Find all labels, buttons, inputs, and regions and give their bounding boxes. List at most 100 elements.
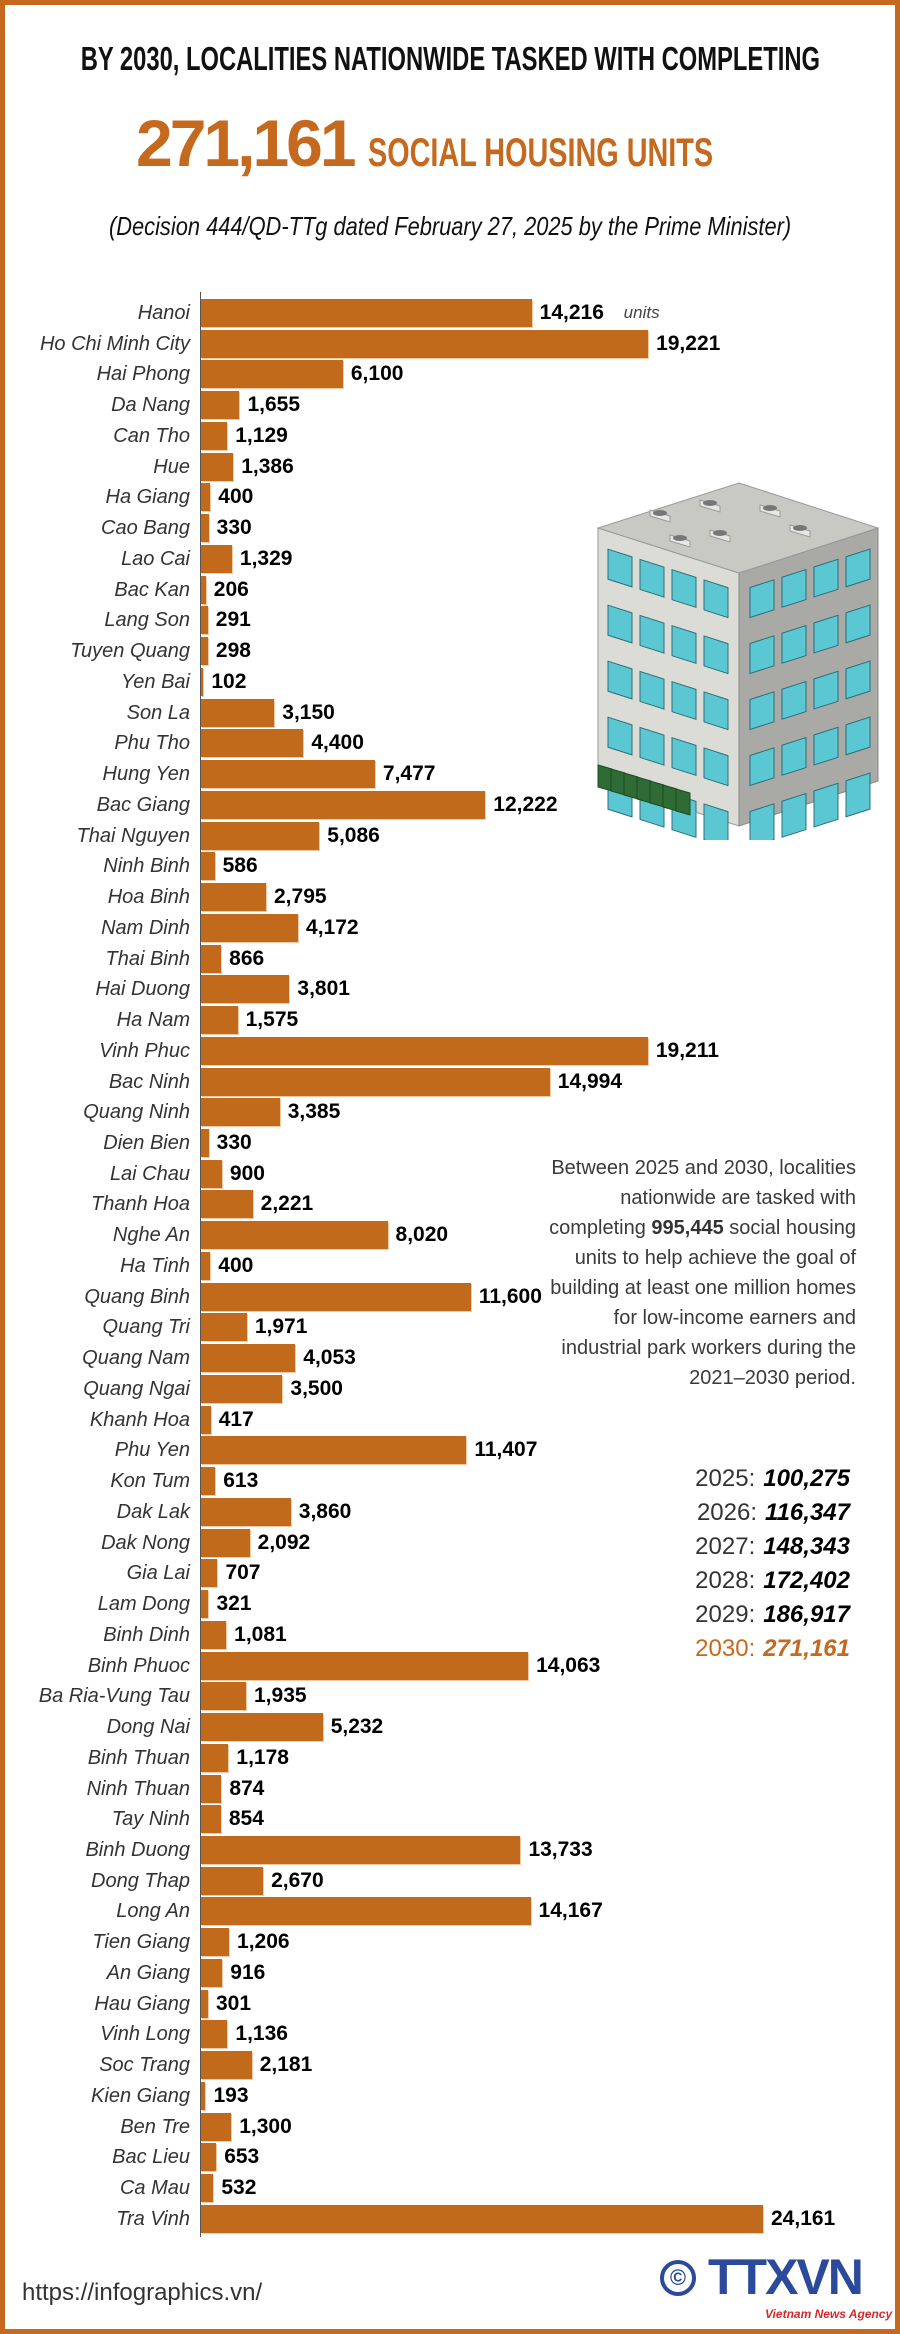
bar [201, 544, 232, 573]
value-label: 586 [222, 854, 258, 878]
category-label: Ben Tre [120, 2115, 190, 2138]
year-value: 186,917 [763, 1601, 850, 1628]
bar [201, 944, 222, 973]
window [703, 635, 729, 675]
category-label: Ha Giang [105, 486, 191, 509]
category-label: Dong Nai [106, 1716, 190, 1739]
bar [201, 1128, 209, 1157]
value-label: 193 [213, 2083, 249, 2107]
bar [201, 1497, 291, 1526]
building-roof [596, 482, 880, 574]
bar [201, 1866, 264, 1895]
subtitle: (Decision 444/QD-TTg dated February 27, … [0, 210, 900, 242]
window [845, 716, 871, 756]
category-label: Dak Nong [101, 1531, 190, 1554]
total-units: 271,161 [136, 106, 357, 180]
value-label: 2,092 [257, 1530, 311, 1554]
value-label: 5,232 [330, 1715, 384, 1739]
category-label: Lang Son [104, 609, 190, 632]
window [639, 670, 665, 710]
value-label: 874 [229, 1776, 265, 1800]
value-label: 321 [216, 1592, 252, 1616]
category-label: Cao Bang [101, 517, 190, 540]
shrub [623, 772, 639, 800]
value-label: 8,020 [395, 1223, 449, 1247]
footer-url[interactable]: https://infographics.vn/ [22, 2279, 263, 2306]
bar [201, 1405, 211, 1434]
category-label: Dien Bien [103, 1131, 190, 1154]
window [845, 772, 871, 818]
bar [201, 1743, 229, 1772]
category-label: Thanh Hoa [91, 1193, 190, 1216]
category-label: Ninh Thuan [86, 1777, 190, 1800]
copyright-icon: © [660, 2260, 696, 2296]
window [607, 660, 633, 700]
window [813, 726, 839, 766]
value-label: 1,178 [236, 1745, 289, 1769]
bar [201, 790, 486, 819]
category-label: Binh Thuan [87, 1746, 190, 1769]
category-label: Dak Lak [116, 1500, 190, 1523]
category-label: Ha Tinh [120, 1254, 190, 1277]
category-label: Lai Chau [109, 1162, 190, 1185]
apartment-building-illustration [596, 482, 880, 840]
value-label: 2,795 [274, 885, 327, 909]
yearly-target-row: 2027: 148,343 [695, 1530, 850, 1564]
bar [201, 1620, 227, 1649]
total-units-suffix: SOCIAL HOUSING UNITS [367, 131, 713, 175]
value-label: 3,385 [287, 1100, 341, 1124]
window [671, 568, 697, 609]
y-axis-line [200, 292, 201, 2237]
category-label: Bac Kan [114, 578, 190, 601]
value-label: 301 [216, 1991, 252, 2015]
bar [201, 1313, 247, 1342]
bar [201, 391, 240, 420]
category-label: Bac Ninh [108, 1070, 190, 1093]
category-label: Ho Chi Minh City [39, 332, 190, 355]
category-label: Kien Giang [91, 2084, 190, 2107]
bar [201, 2143, 217, 2172]
roof-vent-fan [673, 535, 687, 541]
bar [201, 2204, 763, 2233]
window [845, 660, 871, 700]
year-label: 2029: [695, 1601, 756, 1628]
value-label: 2,670 [271, 1868, 324, 1892]
category-label: Ca Mau [119, 2177, 190, 2200]
bar [201, 2081, 206, 2110]
category-label: Hai Duong [95, 978, 190, 1001]
window [781, 792, 807, 838]
category-label: Quang Binh [84, 1285, 190, 1308]
bar [201, 1928, 230, 1957]
roof-vent-fan [793, 525, 807, 531]
yearly-target-row: 2026: 116,347 [695, 1496, 850, 1530]
category-label: Soc Trang [99, 2054, 190, 2077]
bar [201, 821, 320, 850]
bar [201, 2174, 214, 2203]
year-value: 271,161 [763, 1635, 850, 1662]
value-label: 2,221 [260, 1192, 314, 1216]
bar [201, 1774, 222, 1803]
yearly-target-row: 2029: 186,917 [695, 1598, 850, 1632]
yearly-target-row: 2030: 271,161 [695, 1632, 850, 1666]
logo-tagline: Vietnam News Agency [765, 2307, 893, 2321]
category-label: Dong Thap [91, 1869, 190, 1892]
yearly-target-row: 2025: 100,275 [695, 1462, 850, 1496]
window [845, 548, 871, 588]
category-label: Phu Tho [114, 732, 190, 755]
value-label: 330 [216, 516, 252, 540]
window [781, 736, 807, 776]
value-label: 3,150 [282, 700, 335, 724]
year-label: 2027: [695, 1533, 756, 1560]
bar [201, 913, 299, 942]
value-label: 14,063 [536, 1653, 601, 1677]
value-label: 14,167 [538, 1899, 603, 1923]
category-label: Hau Giang [94, 1992, 190, 2015]
bar [201, 1374, 283, 1403]
shrub [597, 764, 613, 792]
window [639, 558, 665, 598]
window [749, 803, 775, 840]
window [703, 803, 729, 840]
window [607, 604, 633, 644]
bar [201, 1713, 323, 1742]
